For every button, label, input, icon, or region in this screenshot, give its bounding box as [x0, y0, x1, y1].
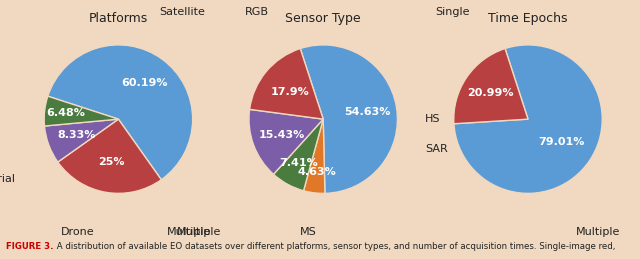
Title: Sensor Type: Sensor Type	[285, 12, 361, 25]
Text: 4.63%: 4.63%	[298, 167, 336, 177]
Wedge shape	[249, 109, 323, 174]
Text: 20.99%: 20.99%	[467, 88, 513, 98]
Text: 7.41%: 7.41%	[280, 159, 318, 168]
Text: Multiple: Multiple	[177, 227, 221, 237]
Text: 17.9%: 17.9%	[271, 87, 310, 97]
Text: 8.33%: 8.33%	[58, 130, 96, 140]
Text: Single: Single	[435, 7, 470, 17]
Text: SAR: SAR	[425, 144, 448, 154]
Wedge shape	[454, 48, 528, 124]
Text: 60.19%: 60.19%	[122, 78, 168, 88]
Text: Drone: Drone	[61, 227, 94, 237]
Wedge shape	[273, 119, 323, 191]
Text: FIGURE 3.: FIGURE 3.	[6, 242, 54, 251]
Text: A distribution of available EO datasets over different platforms, sensor types, : A distribution of available EO datasets …	[54, 242, 616, 251]
Wedge shape	[300, 45, 397, 193]
Wedge shape	[58, 119, 161, 193]
Text: 25%: 25%	[98, 157, 124, 167]
Text: 54.63%: 54.63%	[344, 107, 390, 117]
Wedge shape	[45, 119, 118, 162]
Wedge shape	[48, 45, 193, 180]
Text: 6.48%: 6.48%	[46, 108, 84, 118]
Text: Multiple: Multiple	[167, 227, 211, 237]
Text: HS: HS	[425, 114, 441, 124]
Wedge shape	[303, 119, 325, 193]
Title: Time Epochs: Time Epochs	[488, 12, 568, 25]
Wedge shape	[44, 96, 118, 126]
Text: Aerial: Aerial	[0, 174, 17, 184]
Text: 15.43%: 15.43%	[259, 130, 305, 140]
Text: MS: MS	[300, 227, 317, 237]
Text: RGB: RGB	[245, 7, 269, 17]
Text: Multiple: Multiple	[577, 227, 621, 237]
Title: Platforms: Platforms	[89, 12, 148, 25]
Text: Satellite: Satellite	[159, 7, 205, 17]
Wedge shape	[454, 45, 602, 193]
Text: 79.01%: 79.01%	[539, 137, 585, 147]
Wedge shape	[250, 48, 323, 119]
